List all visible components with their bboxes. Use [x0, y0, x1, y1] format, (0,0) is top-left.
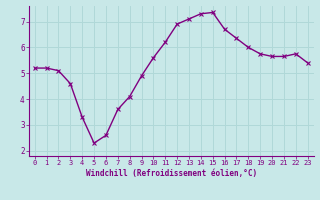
X-axis label: Windchill (Refroidissement éolien,°C): Windchill (Refroidissement éolien,°C): [86, 169, 257, 178]
